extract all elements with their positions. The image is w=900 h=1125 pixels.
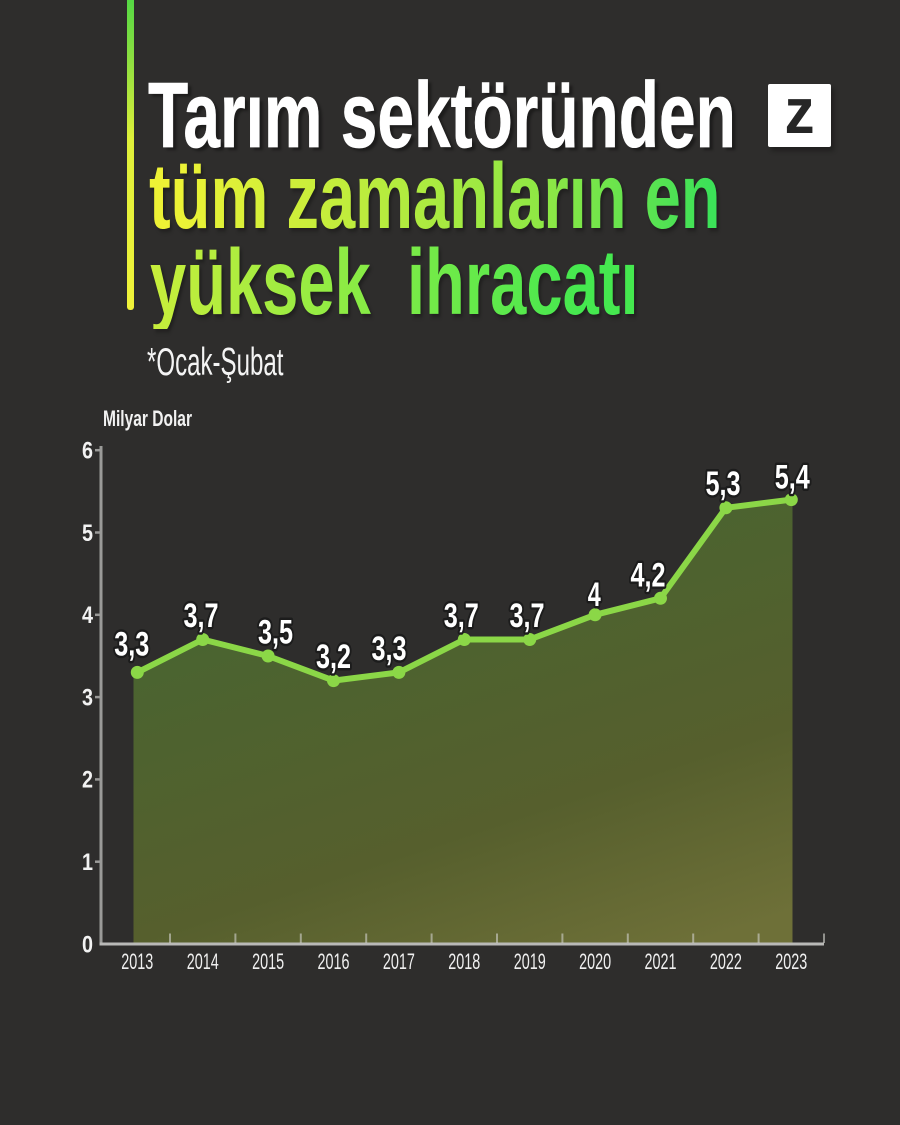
svg-text:3: 3 xyxy=(82,684,93,711)
svg-text:2023: 2023 xyxy=(775,949,807,974)
svg-text:2018: 2018 xyxy=(448,949,480,974)
svg-text:3,5: 3,5 xyxy=(258,614,293,652)
svg-text:4: 4 xyxy=(82,602,94,629)
svg-text:3,7: 3,7 xyxy=(184,597,219,635)
svg-text:2016: 2016 xyxy=(318,949,350,974)
svg-text:3,3: 3,3 xyxy=(114,625,149,663)
svg-text:3,7: 3,7 xyxy=(510,597,545,635)
svg-text:2020: 2020 xyxy=(579,949,611,974)
svg-text:6: 6 xyxy=(82,438,93,465)
svg-text:5,3: 5,3 xyxy=(706,465,741,503)
svg-text:2021: 2021 xyxy=(645,949,677,974)
svg-text:1: 1 xyxy=(82,849,93,876)
svg-text:4: 4 xyxy=(588,576,601,614)
svg-text:2015: 2015 xyxy=(252,949,284,974)
svg-text:2017: 2017 xyxy=(383,949,415,974)
svg-text:3,2: 3,2 xyxy=(316,638,351,676)
svg-text:2014: 2014 xyxy=(187,949,219,974)
svg-text:3,7: 3,7 xyxy=(444,597,479,635)
svg-text:Milyar Dolar: Milyar Dolar xyxy=(103,406,192,431)
svg-text:0: 0 xyxy=(82,931,93,958)
svg-text:2019: 2019 xyxy=(514,949,546,974)
svg-text:2: 2 xyxy=(82,767,93,794)
svg-text:2013: 2013 xyxy=(121,949,153,974)
svg-text:2022: 2022 xyxy=(710,949,742,974)
svg-text:4,2: 4,2 xyxy=(631,556,666,594)
svg-text:5: 5 xyxy=(82,520,93,547)
svg-text:5,4: 5,4 xyxy=(775,459,810,497)
svg-text:3,3: 3,3 xyxy=(372,630,407,668)
